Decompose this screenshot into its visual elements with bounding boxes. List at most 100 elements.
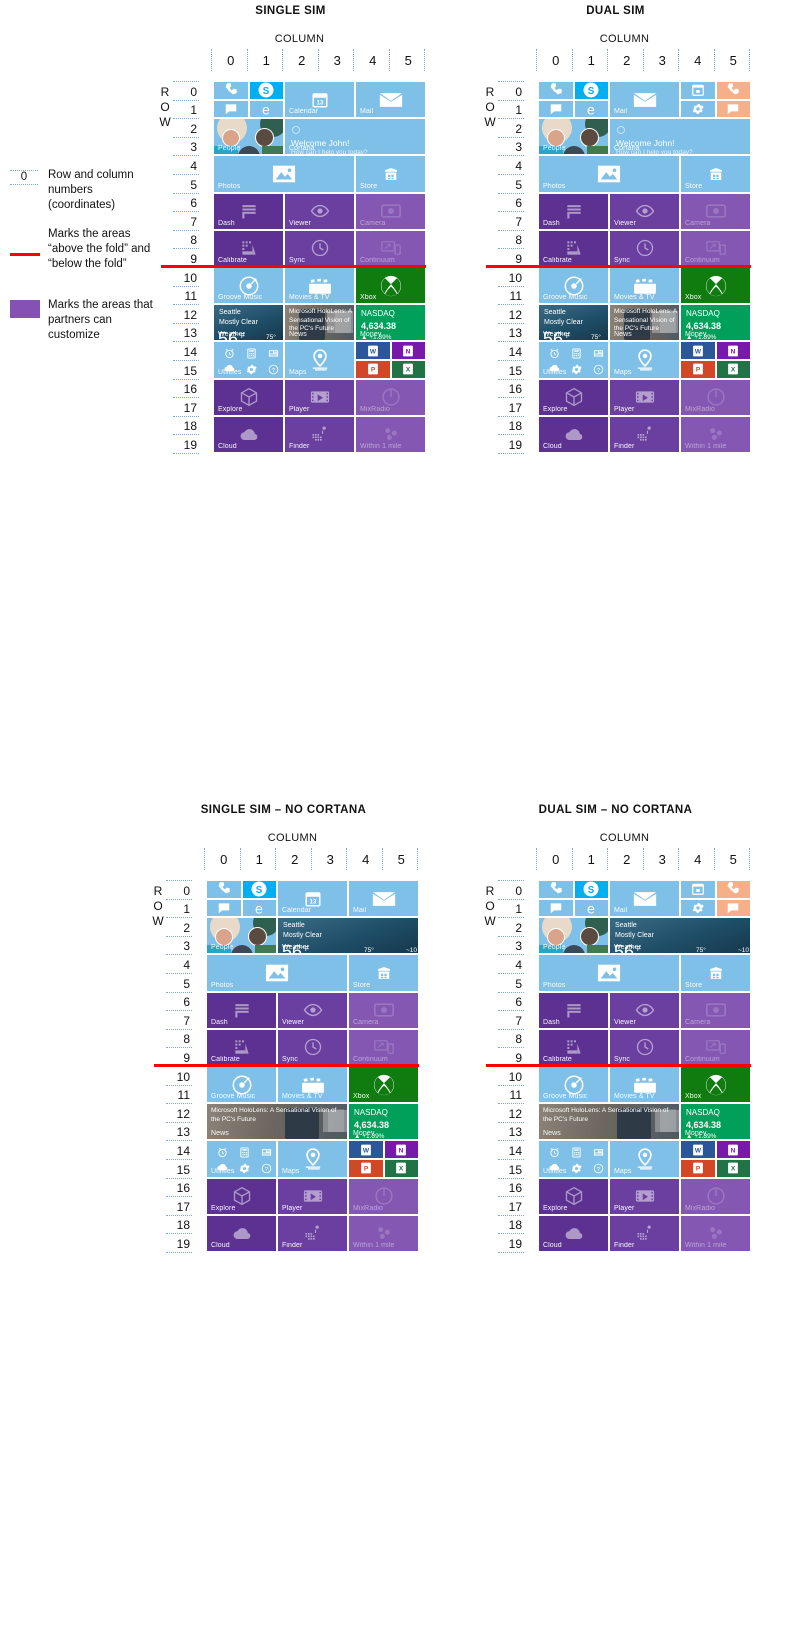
tile-movies[interactable]: Movies & TV <box>609 267 680 305</box>
tile-cloud[interactable]: Cloud <box>538 1214 609 1252</box>
tile-photos[interactable]: Photos <box>206 954 348 992</box>
tile-skype[interactable]: S <box>241 880 277 899</box>
tile-phone[interactable] <box>206 880 242 899</box>
tile-onenote[interactable]: N <box>715 1140 751 1159</box>
tile-mixradio[interactable]: MixRadio <box>355 378 426 416</box>
tile-cloud[interactable]: Cloud <box>206 1214 277 1252</box>
tile-message[interactable] <box>206 898 242 918</box>
tile-ppt[interactable]: P <box>680 360 716 379</box>
tile-calibrate[interactable]: Calibrate <box>538 1028 609 1066</box>
tile-calendarPlain[interactable] <box>680 880 716 899</box>
tile-word[interactable]: W <box>680 1140 716 1159</box>
tile-onenote[interactable]: N <box>715 341 751 360</box>
tile-phone[interactable] <box>213 81 249 100</box>
tile-maps[interactable]: Maps <box>277 1140 348 1178</box>
tile-cloud[interactable]: Cloud <box>213 415 284 453</box>
tile-edge[interactable]: e <box>573 898 609 918</box>
tile-movies[interactable]: Movies & TV <box>277 1066 348 1104</box>
tile-word[interactable]: W <box>680 341 716 360</box>
tile-xbox[interactable]: Xbox <box>680 267 751 305</box>
tile-message[interactable] <box>213 99 249 119</box>
tile-within[interactable]: Within 1 mile <box>348 1214 419 1252</box>
tile-mixradio[interactable]: MixRadio <box>680 1177 751 1215</box>
tile-within[interactable]: Within 1 mile <box>680 1214 751 1252</box>
tile-viewer[interactable]: Viewer <box>284 192 355 230</box>
tile-mail[interactable]: Mail <box>348 880 419 918</box>
tile-people[interactable]: People <box>538 917 609 955</box>
tile-gear[interactable] <box>680 99 716 119</box>
tile-camera[interactable]: Camera <box>680 192 751 230</box>
tile-sync[interactable]: Sync <box>609 229 680 267</box>
tile-finder[interactable]: Finder <box>277 1214 348 1252</box>
tile-mail[interactable]: Mail <box>355 81 426 119</box>
tile-within[interactable]: Within 1 mile <box>680 415 751 453</box>
tile-onenote[interactable]: N <box>390 341 426 360</box>
tile-calibrate[interactable]: Calibrate <box>538 229 609 267</box>
tile-store[interactable]: Store <box>680 954 751 992</box>
tile-explore[interactable]: Explore <box>538 1177 609 1215</box>
tile-utilities[interactable]: ? Utilities <box>206 1140 277 1178</box>
tile-mail[interactable]: Mail <box>609 880 680 918</box>
tile-sync[interactable]: Sync <box>609 1028 680 1066</box>
tile-maps[interactable]: Maps <box>609 1140 680 1178</box>
tile-continuum[interactable]: Continuum <box>348 1028 419 1066</box>
tile-explore[interactable]: Explore <box>213 378 284 416</box>
tile-continuum[interactable]: Continuum <box>355 229 426 267</box>
tile-phone[interactable] <box>715 81 751 100</box>
tile-viewer[interactable]: Viewer <box>609 192 680 230</box>
tile-phone[interactable] <box>538 880 574 899</box>
tile-finder[interactable]: Finder <box>609 415 680 453</box>
tile-word[interactable]: W <box>355 341 391 360</box>
tile-camera[interactable]: Camera <box>348 991 419 1029</box>
tile-message[interactable] <box>538 898 574 918</box>
tile-skype[interactable]: S <box>248 81 284 100</box>
tile-xbox[interactable]: Xbox <box>355 267 426 305</box>
tile-message[interactable] <box>538 99 574 119</box>
tile-store[interactable]: Store <box>680 155 751 193</box>
tile-xbox[interactable]: Xbox <box>680 1066 751 1104</box>
tile-phone[interactable] <box>715 880 751 899</box>
tile-player[interactable]: Player <box>609 378 680 416</box>
tile-word[interactable]: W <box>348 1140 384 1159</box>
tile-cortana[interactable]: Welcome John! How can I help you today? Co… <box>609 118 751 156</box>
tile-mail[interactable]: Mail <box>609 81 680 119</box>
tile-news[interactable]: Microsoft HoloLens: A Sensational Vision… <box>609 304 680 342</box>
tile-mixradio[interactable]: MixRadio <box>348 1177 419 1215</box>
tile-viewer[interactable]: Viewer <box>609 991 680 1029</box>
tile-camera[interactable]: Camera <box>680 991 751 1029</box>
tile-groove[interactable]: Groove Music <box>538 1066 609 1104</box>
tile-continuum[interactable]: Continuum <box>680 1028 751 1066</box>
tile-maps[interactable]: Maps <box>284 341 355 379</box>
tile-sync[interactable]: Sync <box>284 229 355 267</box>
tile-onenote[interactable]: N <box>383 1140 419 1159</box>
tile-calibrate[interactable]: Calibrate <box>206 1028 277 1066</box>
tile-finder[interactable]: Finder <box>284 415 355 453</box>
tile-xbox[interactable]: Xbox <box>348 1066 419 1104</box>
tile-dash[interactable]: Dash <box>206 991 277 1029</box>
tile-photos[interactable]: Photos <box>213 155 355 193</box>
tile-utilities[interactable]: ? Utilities <box>538 1140 609 1178</box>
tile-skype[interactable]: S <box>573 81 609 100</box>
tile-groove[interactable]: Groove Music <box>538 267 609 305</box>
tile-groove[interactable]: Groove Music <box>213 267 284 305</box>
tile-explore[interactable]: Explore <box>206 1177 277 1215</box>
tile-store[interactable]: Store <box>348 954 419 992</box>
tile-viewer[interactable]: Viewer <box>277 991 348 1029</box>
tile-player[interactable]: Player <box>609 1177 680 1215</box>
tile-calendar[interactable]: 13 Calendar <box>277 880 348 918</box>
tile-calibrate[interactable]: Calibrate <box>213 229 284 267</box>
tile-utilities[interactable]: ? Utilities <box>213 341 284 379</box>
tile-people[interactable]: People <box>538 118 609 156</box>
tile-player[interactable]: Player <box>277 1177 348 1215</box>
tile-maps[interactable]: Maps <box>609 341 680 379</box>
tile-people[interactable]: People <box>206 917 277 955</box>
tile-continuum[interactable]: Continuum <box>680 229 751 267</box>
tile-edge[interactable]: e <box>248 99 284 119</box>
tile-store[interactable]: Store <box>355 155 426 193</box>
